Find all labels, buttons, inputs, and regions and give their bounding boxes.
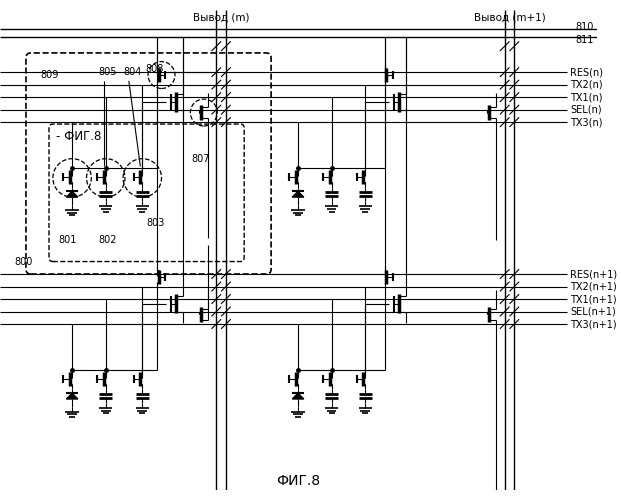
Text: TX2(n): TX2(n) (570, 80, 603, 90)
Polygon shape (292, 192, 304, 197)
Text: 800: 800 (14, 256, 33, 266)
Text: TX1(n+1): TX1(n+1) (570, 294, 617, 304)
Text: SEL(n+1): SEL(n+1) (570, 306, 616, 316)
Text: TX1(n): TX1(n) (570, 92, 602, 102)
Text: 803: 803 (146, 218, 165, 228)
Polygon shape (66, 192, 78, 197)
Text: RES(n+1): RES(n+1) (570, 269, 617, 279)
Text: 804: 804 (123, 67, 142, 77)
Text: 807: 807 (191, 154, 210, 164)
Text: TX2(n+1): TX2(n+1) (570, 282, 617, 292)
Text: 810: 810 (575, 22, 593, 32)
Text: TX3(n+1): TX3(n+1) (570, 319, 617, 329)
Text: - ФИГ.8: - ФИГ.8 (56, 130, 101, 143)
Text: 802: 802 (98, 236, 117, 246)
Polygon shape (292, 393, 304, 399)
Text: 805: 805 (98, 67, 117, 77)
Text: Вывод (m): Вывод (m) (193, 12, 250, 22)
Text: SEL(n): SEL(n) (570, 104, 602, 115)
Text: ФИГ.8: ФИГ.8 (276, 474, 320, 488)
Text: 809: 809 (40, 70, 59, 80)
Polygon shape (66, 393, 78, 399)
Text: TX3(n): TX3(n) (570, 117, 602, 127)
Text: 801: 801 (58, 236, 77, 246)
Text: 811: 811 (575, 36, 593, 46)
Text: Вывод (m+1): Вывод (m+1) (474, 12, 545, 22)
Text: RES(n): RES(n) (570, 67, 603, 77)
Text: 808: 808 (145, 64, 163, 74)
